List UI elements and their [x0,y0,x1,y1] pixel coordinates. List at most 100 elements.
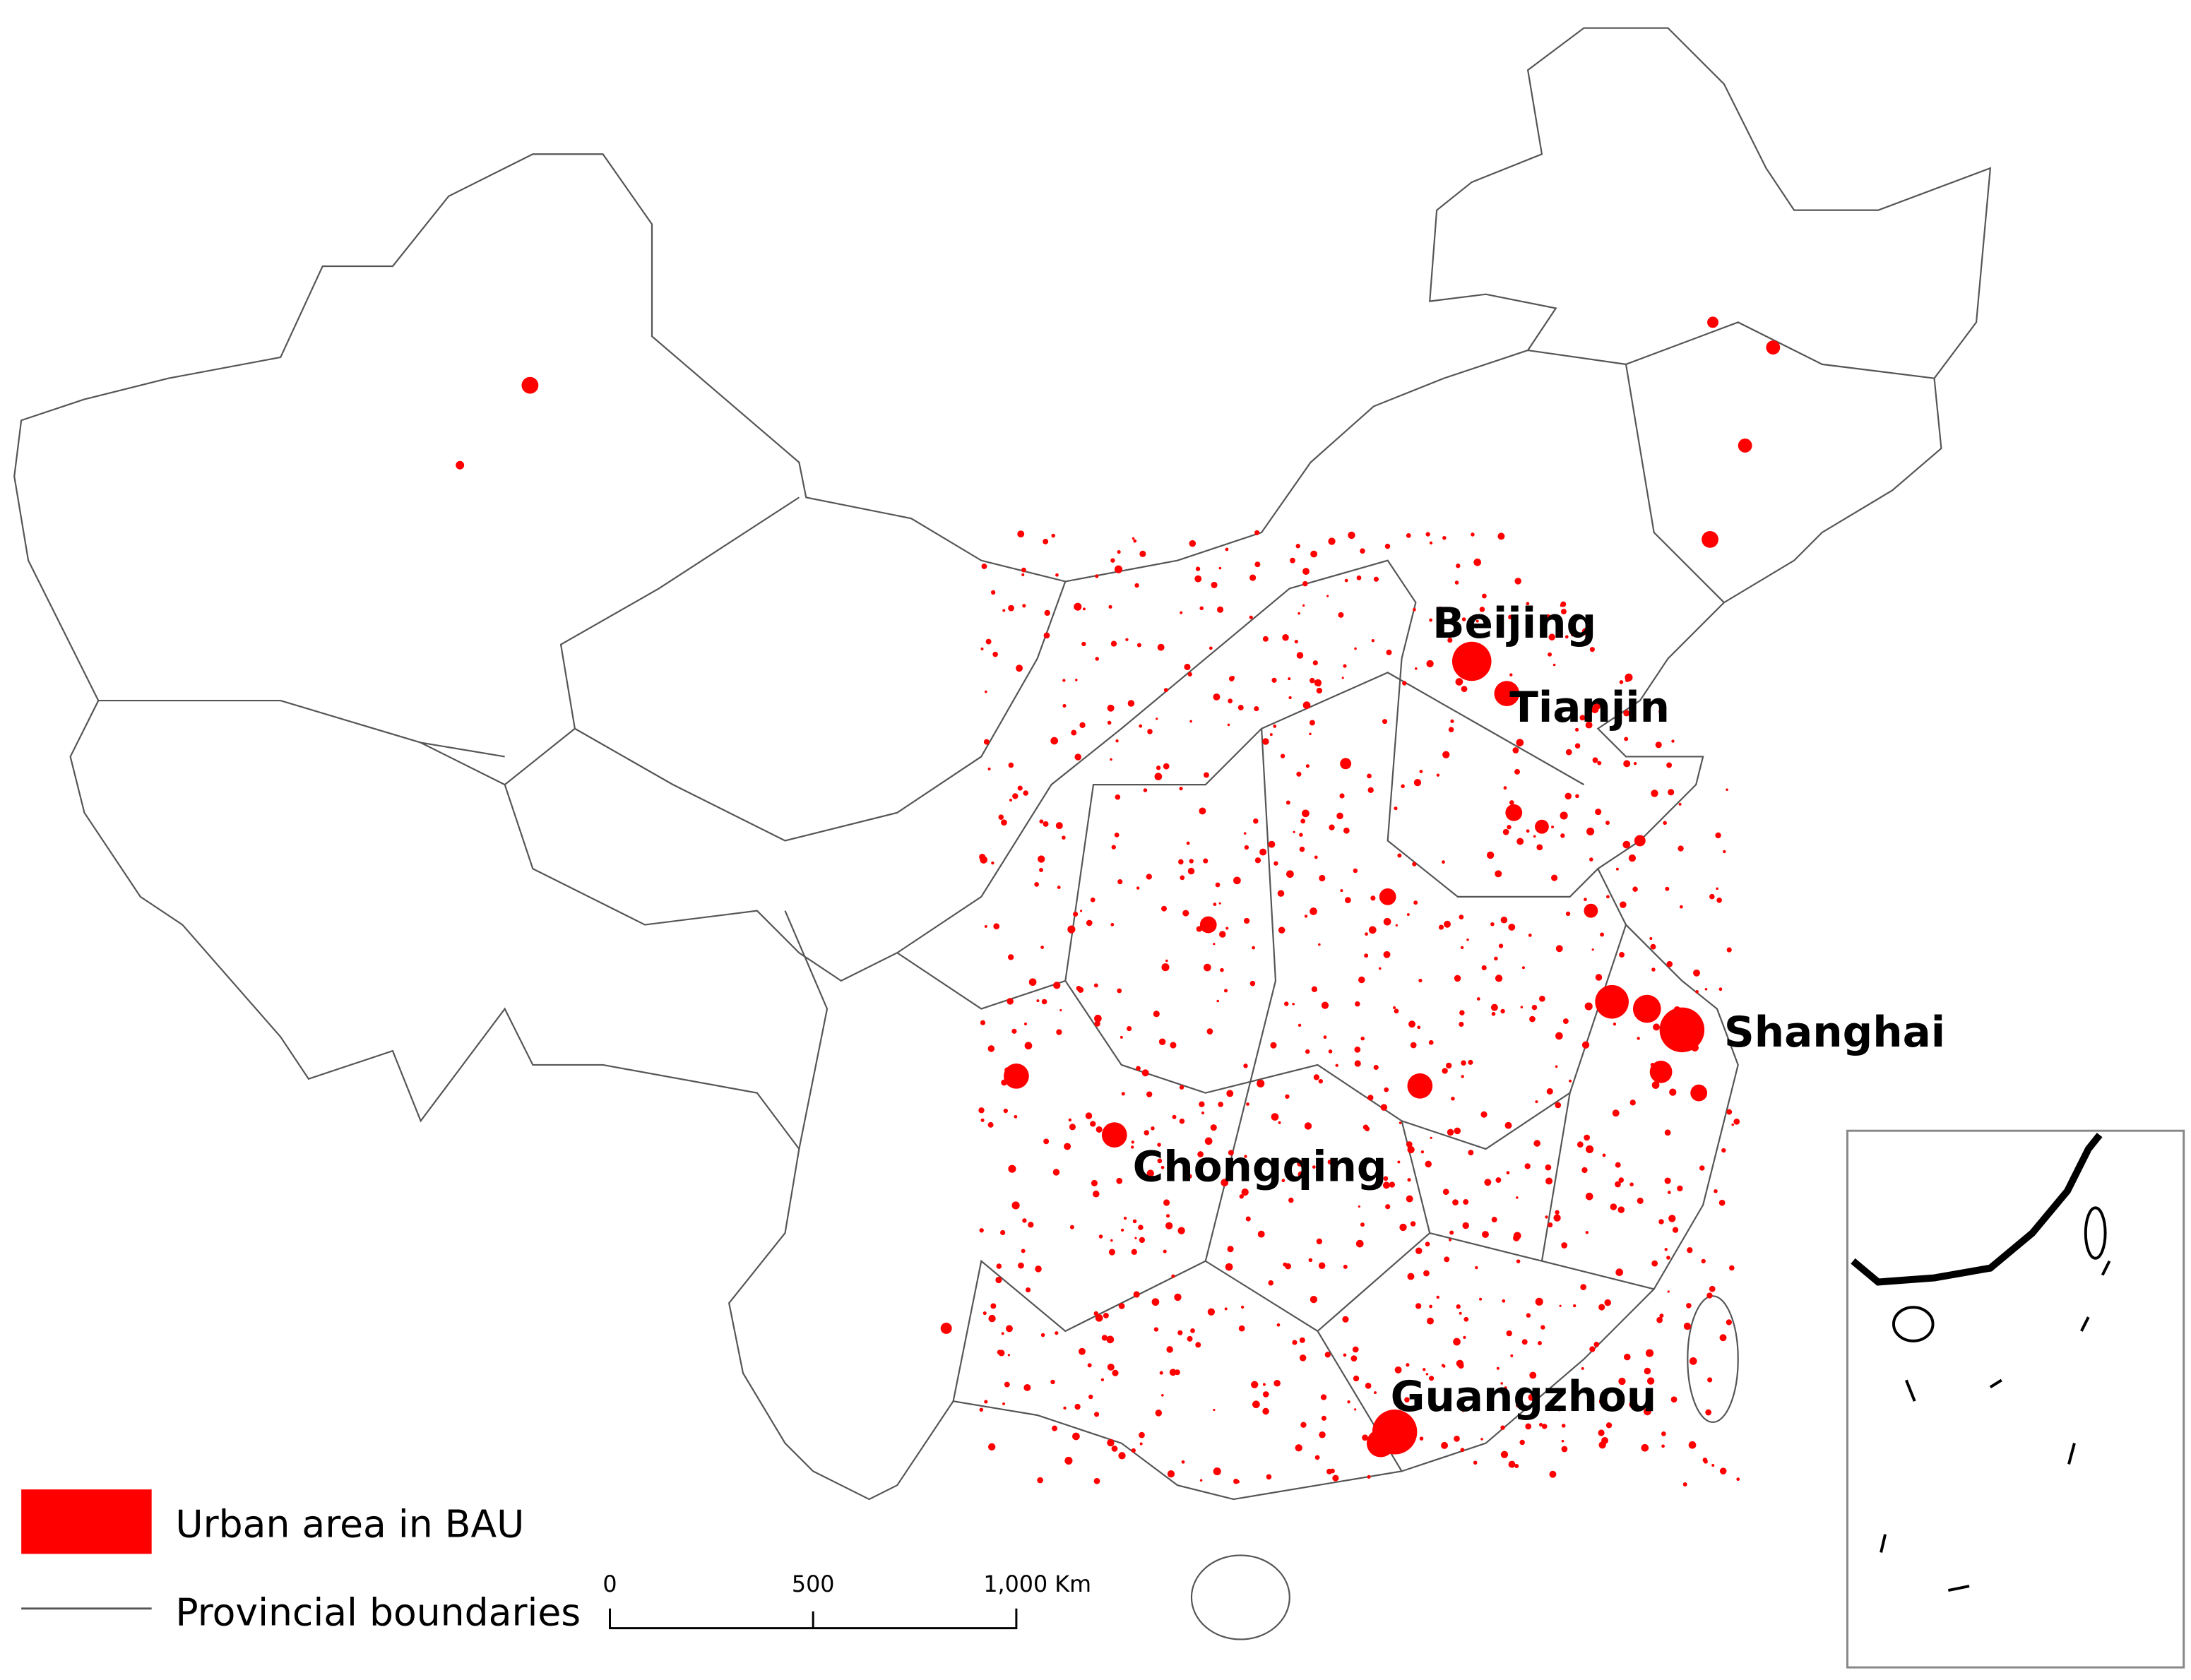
urban-dot [1025,1287,1031,1293]
urban-dot [1533,835,1536,838]
urban-dot [1318,1262,1326,1270]
urban-dot [1455,678,1463,686]
urban-dot [1601,1436,1609,1444]
urban-dot [1382,1181,1390,1189]
urban-dot [1216,999,1220,1003]
urban-dot [1560,833,1565,838]
urban-dot [1555,1210,1560,1215]
urban-dot [1427,1317,1434,1325]
urban-dot [1447,637,1453,643]
urban-blob [1505,804,1523,821]
urban-dot [1120,1035,1123,1039]
urban-dot [1454,1435,1460,1442]
urban-dot [1040,946,1044,949]
urban-dot [1305,764,1310,768]
urban-dot [1664,1248,1668,1251]
urban-dot [1641,1443,1649,1452]
urban-dot [1225,547,1229,552]
urban-dot [1454,580,1459,585]
urban-dot [996,1263,1002,1269]
urban-dot [1246,1102,1249,1106]
urban-dot [1665,886,1670,891]
urban-dot [1211,581,1218,588]
urban-dot [1223,989,1228,993]
urban-dot [1456,1304,1461,1309]
urban-dot [1286,870,1294,878]
urban-dot [1297,1160,1304,1167]
urban-dot [1733,1118,1740,1125]
urban-dot [1673,1006,1681,1013]
urban-blob [1101,1122,1127,1148]
urban-dot [1574,743,1581,749]
urban-dot [1146,1169,1154,1177]
urban-dot [1074,1403,1081,1410]
urban-dot [1068,1118,1072,1122]
urban-dot [1395,924,1398,927]
urban-dot [1284,1001,1289,1006]
urban-dot [1189,540,1197,547]
urban-dot [1529,1015,1536,1023]
urban-dot [1094,1412,1100,1417]
legend-swatch [21,1489,152,1554]
urban-dot [1110,1239,1113,1242]
urban-dot [1560,811,1568,820]
urban-dot [1736,1477,1740,1482]
urban-dot [1111,845,1116,850]
urban-dot [1157,1158,1163,1164]
urban-dot [1243,1064,1248,1068]
urban-dot [1546,1088,1553,1095]
urban-dot [1354,1408,1357,1411]
urban-dot [1169,1369,1177,1376]
urban-dot [1121,1092,1125,1096]
urban-dot [1069,1225,1074,1229]
urban-dot [1085,1112,1093,1119]
urban-dot [1637,1197,1644,1204]
urban-dot [982,1311,987,1316]
urban-dot [1678,802,1682,806]
urban-dot [998,1350,1005,1357]
urban-dot [1052,1169,1060,1176]
urban-dot [1548,633,1556,641]
urban-dot [1436,1295,1439,1299]
urban-dot [1726,1319,1733,1325]
urban-dot [1090,897,1096,902]
urban-dot [1417,1025,1421,1030]
urban-dot [1396,1424,1402,1429]
urban-dot [1618,1177,1625,1183]
urban-dot [1043,821,1049,827]
urban-dot [1276,1323,1281,1327]
urban-dot [1689,1357,1697,1365]
urban-dot [1151,1126,1155,1131]
urban-dot [1352,1346,1359,1353]
urban-dot [1091,1179,1098,1186]
urban-dot [1009,798,1012,802]
urban-dot [1702,1458,1708,1462]
urban-dot [1106,1335,1115,1344]
urban-dot [1110,758,1112,761]
urban-dot [1667,1290,1670,1293]
urban-dot [1650,1062,1655,1067]
urban-dot [1526,1313,1531,1318]
urban-dot [1302,568,1310,576]
urban-dot [1581,1366,1584,1370]
urban-dot [1136,643,1141,648]
urban-dot [1108,1249,1115,1256]
urban-dot [1404,1397,1410,1402]
urban-dot [1482,1231,1489,1238]
urban-dot [1131,1145,1134,1149]
urban-dot [1552,663,1556,667]
urban-dot [1249,980,1256,987]
urban-dot [1526,829,1530,833]
urban-dot [1309,732,1312,736]
inset-dashes [1880,1260,2111,1592]
urban-dot [1442,1188,1449,1196]
urban-dot [1024,1042,1033,1050]
urban-dot [1004,1381,1010,1388]
urban-dot [1197,1151,1204,1157]
urban-dot [1593,1342,1600,1347]
urban-dot [1397,1414,1400,1417]
urban-dot [1236,1479,1240,1484]
urban-dot [1585,1231,1589,1234]
urban-dot [1502,1299,1506,1303]
urban-dot [1473,1460,1478,1465]
